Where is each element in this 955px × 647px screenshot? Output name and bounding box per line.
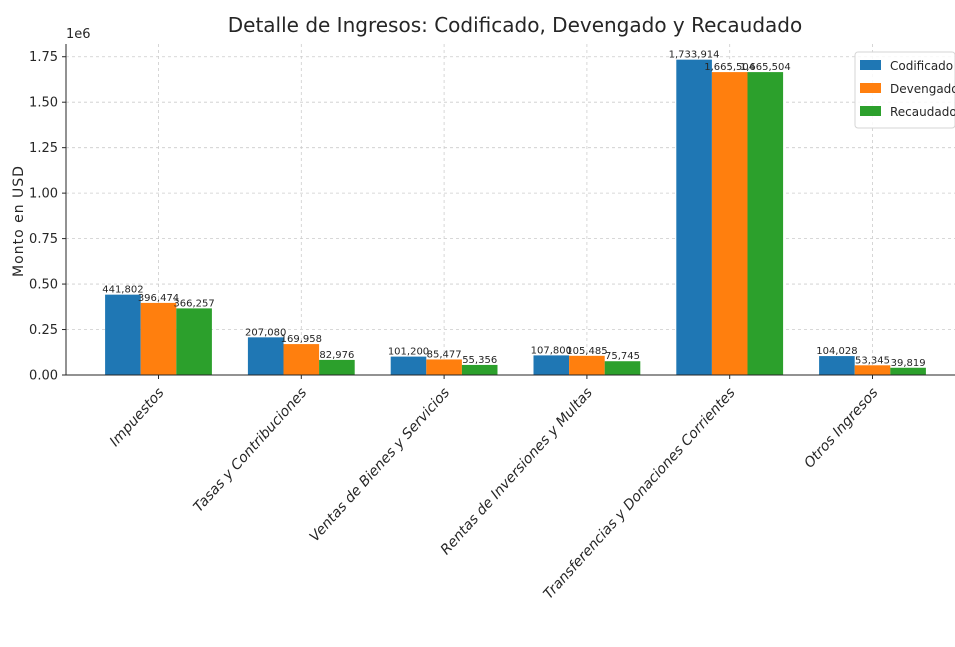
legend-swatch-recaudado [860,106,881,116]
x-tick-label: Otros Ingresos [801,385,881,472]
legend-swatch-codificado [860,60,881,70]
data-label-devengado: 1,665,504 [704,62,755,73]
y-tick-label: 0.75 [29,232,58,247]
bar-recaudado-transferencias-y-donaciones-corrientes [747,72,784,375]
data-label-devengado: 53,345 [855,355,890,366]
bar-devengado-rentas-de-inversiones-y-multas [569,355,605,375]
legend: Codificado Devengado Recaudado [854,51,955,129]
data-label-codificado: 207,080 [245,327,286,338]
chart-title: Detalle de Ingresos: Codificado, Devenga… [228,13,802,37]
data-label-codificado: 1,733,914 [669,50,720,61]
y-tick-label: 0.50 [29,278,58,293]
bar-devengado-ventas-de-bienes-y-servicios [426,359,462,375]
bar-recaudado-otros-ingresos [890,367,926,375]
x-tick-label: Ventas de Bienes y Servicios [307,385,453,545]
bars [105,59,926,375]
y-scale-label: 1e6 [66,27,91,42]
bar-devengado-transferencias-y-donaciones-corrientes [711,72,748,375]
y-axis-label: Monto en USD [11,165,27,277]
y-tick-label: 0.25 [29,323,58,338]
data-label-recaudado: 39,819 [891,358,926,369]
data-label-devengado: 396,474 [138,293,179,304]
y-tick-label: 1.75 [29,50,58,65]
data-label-devengado: 105,485 [566,346,607,357]
y-tick-label: 0.00 [29,369,58,384]
bar-codificado-tasas-y-contribuciones [247,337,284,375]
bar-codificado-impuestos [105,294,141,375]
bar-codificado-otros-ingresos [819,356,855,375]
data-label-devengado: 169,958 [281,334,322,345]
data-label-devengado: 85,477 [427,349,462,360]
data-label-codificado: 107,800 [531,345,572,356]
data-label-recaudado: 75,745 [605,351,640,362]
legend-label-codificado: Codificado [890,59,953,73]
bar-recaudado-rentas-de-inversiones-y-multas [604,361,641,375]
legend-label-recaudado: Recaudado [890,105,955,119]
bar-devengado-otros-ingresos [854,365,891,375]
bar-codificado-transferencias-y-donaciones-corrientes [676,59,712,375]
y-tick-label: 1.25 [29,141,58,156]
bar-codificado-ventas-de-bienes-y-servicios [390,356,427,375]
data-label-recaudado: 1,665,504 [740,62,791,73]
data-label-recaudado: 82,976 [319,350,354,361]
x-tick-label: Impuestos [107,385,168,450]
bar-recaudado-tasas-y-contribuciones [319,359,355,375]
data-label-codificado: 104,028 [816,346,857,357]
legend-label-devengado: Devengado [890,82,955,96]
data-label-recaudado: 366,257 [173,298,214,309]
legend-swatch-devengado [860,83,881,93]
bar-devengado-impuestos [140,302,177,375]
bar-codificado-rentas-de-inversiones-y-multas [533,355,570,375]
data-label-codificado: 441,802 [102,285,143,296]
data-label-recaudado: 55,356 [462,355,497,366]
x-tick-label: Tasas y Contribuciones [191,385,311,515]
x-tick-label: Rentas de Inversiones y Multas [438,385,596,558]
data-label-codificado: 101,200 [388,347,429,358]
bar-recaudado-impuestos [176,308,212,375]
bar-recaudado-ventas-de-bienes-y-servicios [461,364,498,375]
y-tick-label: 1.50 [29,96,58,111]
y-tick-label: 1.00 [29,187,58,202]
bar-devengado-tasas-y-contribuciones [283,344,320,375]
